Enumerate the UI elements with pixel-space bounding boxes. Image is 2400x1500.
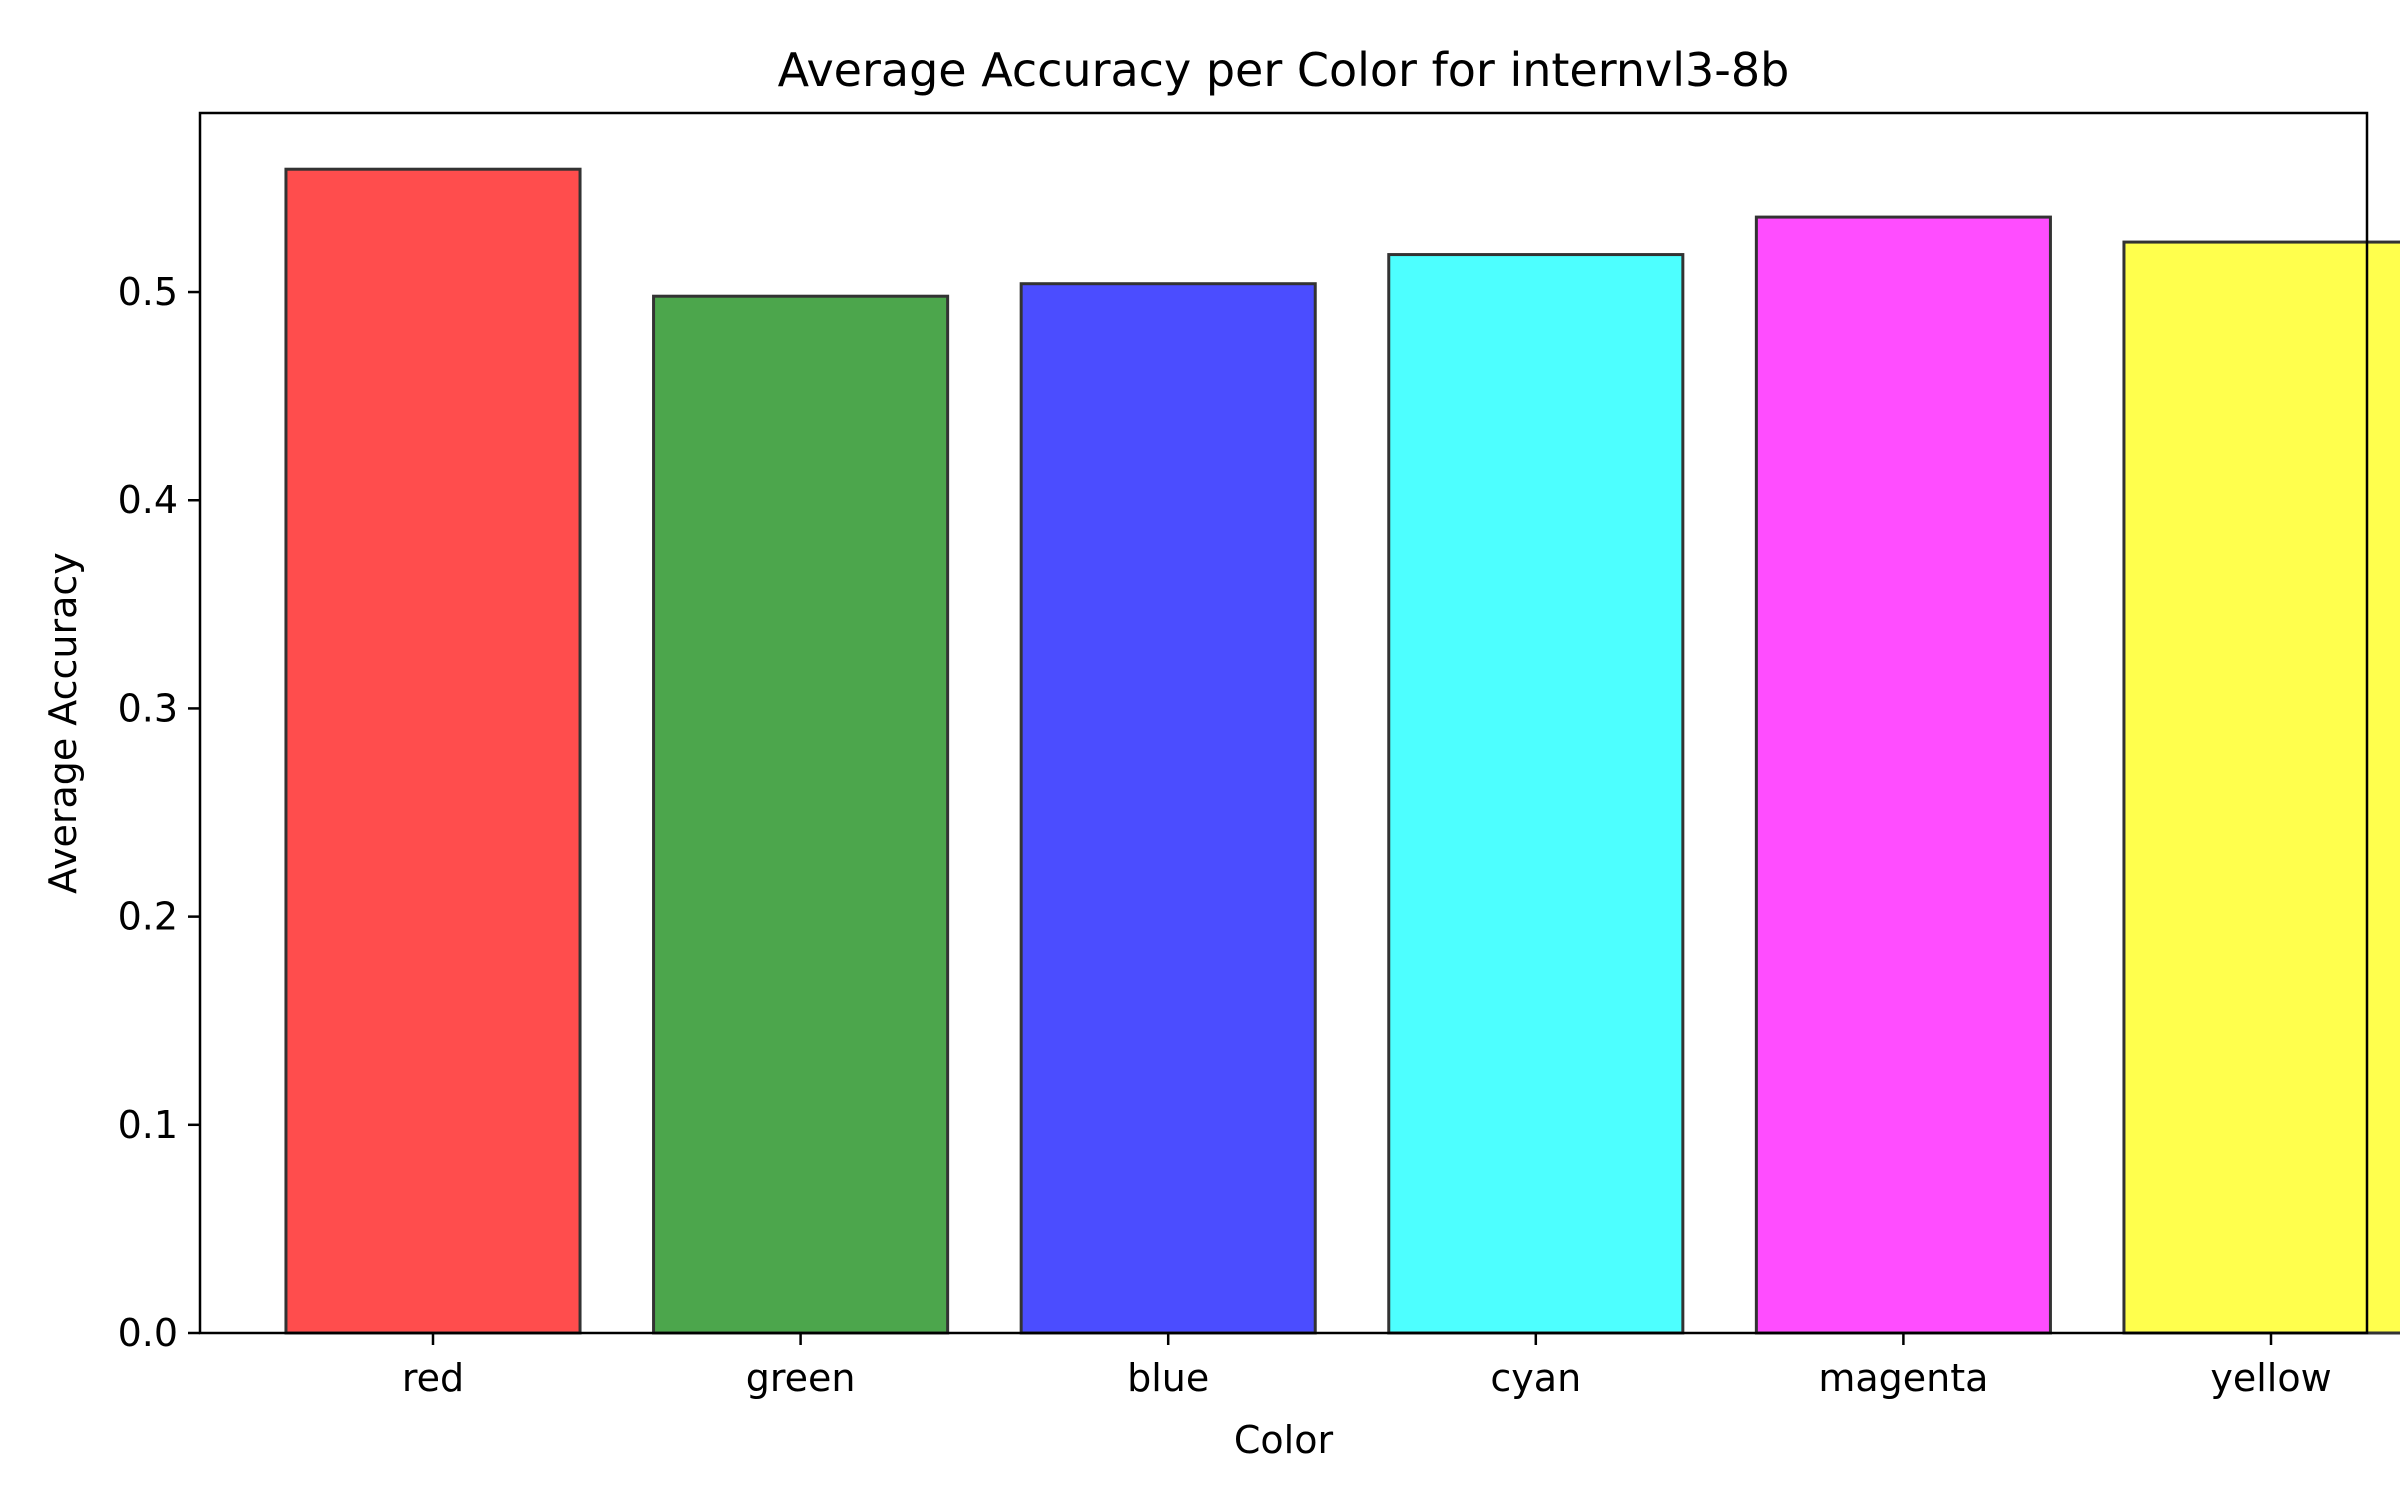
plot-frame <box>198 111 2369 1335</box>
y-tick-label: 0.5 <box>118 270 178 314</box>
y-tick-label: 0.4 <box>118 478 178 522</box>
y-tick-label: 0.2 <box>118 895 178 939</box>
bars-layer <box>284 167 2400 1335</box>
x-tick-label-red: red <box>402 1356 464 1400</box>
y-tick-label: 0.1 <box>118 1103 178 1147</box>
x-axis-label: Color <box>1234 1418 1334 1462</box>
x-tick-label-blue: blue <box>1127 1356 1209 1400</box>
y-tick-label: 0.0 <box>118 1311 178 1355</box>
bar-blue <box>1019 282 1317 1335</box>
bar-cyan <box>1387 253 1685 1335</box>
x-tick-label-cyan: cyan <box>1490 1356 1581 1400</box>
x-tick-label-green: green <box>746 1356 856 1400</box>
y-axis-label: Average Accuracy <box>41 552 85 894</box>
bar-green <box>652 294 950 1335</box>
chart-title: Average Accuracy per Color for internvl3… <box>778 43 1790 97</box>
bar-yellow <box>2122 240 2400 1335</box>
x-tick-label-yellow: yellow <box>2210 1356 2331 1400</box>
bar-magenta <box>1754 215 2052 1335</box>
y-axis-ticks: 0.0 0.1 0.2 0.3 0.4 0.5 <box>118 270 200 1355</box>
y-tick-label: 0.3 <box>118 686 178 730</box>
x-tick-label-magenta: magenta <box>1818 1356 1988 1400</box>
x-axis-ticks: red green blue cyan magenta yellow <box>402 1333 2332 1400</box>
bar-red <box>284 167 582 1335</box>
